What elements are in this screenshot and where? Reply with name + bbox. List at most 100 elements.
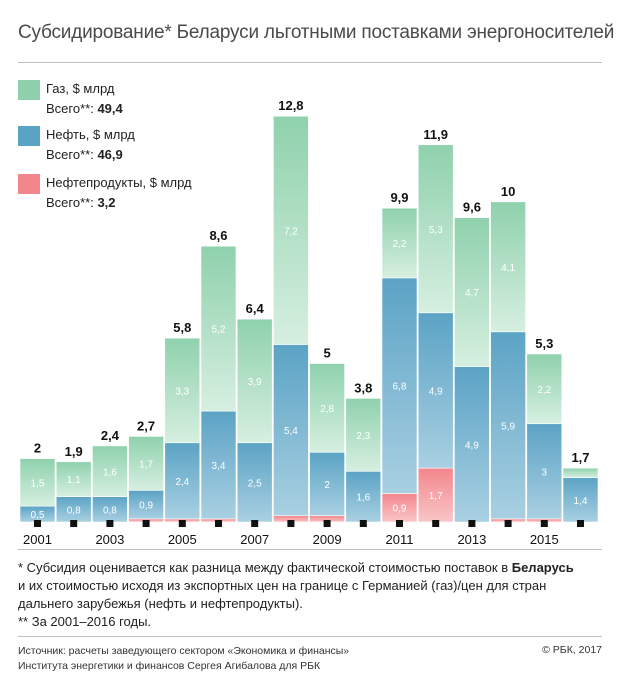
legend-swatch-products (18, 174, 40, 194)
year-tick-mark (432, 520, 440, 527)
bar-total-label: 2,7 (137, 418, 155, 433)
year-tick-mark (251, 520, 259, 527)
bar-segment (164, 442, 201, 520)
legend-total-gas: Всего**: 49,4 (46, 101, 123, 116)
bar-segment (309, 451, 345, 516)
x-axis-tick-label: 2011 (386, 532, 414, 547)
chart-title: Субсидирование* Беларуси льготными поста… (18, 22, 615, 43)
bar-total-label: 2,4 (101, 428, 120, 443)
bar-segment-label: 1,6 (356, 493, 370, 504)
bar-segment (200, 410, 237, 520)
year-tick-mark (468, 520, 476, 527)
bar-segment (273, 344, 309, 516)
year-tick-mark (359, 520, 367, 527)
bar-segment-label: 2,8 (320, 404, 334, 415)
bar-total-label: 11,9 (423, 127, 448, 142)
bar-segment-label: 1,7 (429, 491, 443, 502)
bar-segment-label: 4,9 (429, 386, 443, 397)
x-axis-tick-label: 2001 (23, 532, 52, 547)
footnote-line-1: * Субсидия оценивается как разница между… (18, 560, 574, 575)
bar-segment-label: 3,9 (248, 377, 262, 388)
bar-total-label: 12,8 (278, 98, 303, 113)
bar-segment-label: 1,4 (574, 496, 588, 507)
bar-segment (92, 496, 128, 523)
year-tick-mark (34, 520, 41, 527)
year-tick-mark (504, 520, 512, 527)
bar-segment (381, 207, 418, 279)
bar-segment (128, 489, 164, 520)
x-axis-tick-label: 2003 (95, 532, 124, 547)
bar-segment-label: 2,4 (175, 477, 189, 488)
x-axis-tick-label: 2007 (240, 532, 269, 547)
year-tick-mark (70, 520, 78, 527)
bar-segment (490, 331, 526, 520)
bar-segment-label: 5,9 (501, 421, 515, 432)
bar-total-label: 9,9 (390, 190, 408, 205)
bar-segment-label: 4,7 (465, 288, 479, 299)
bar-total-label: 5,8 (173, 320, 191, 335)
bar-segment (417, 144, 454, 314)
bar-segment (236, 442, 273, 523)
x-axis-tick-label: 2009 (313, 532, 342, 547)
bar-segment (526, 353, 563, 425)
bar-segment (454, 217, 490, 367)
legend-total-products: Всего**: 3,2 (46, 195, 116, 210)
bar-segment-label: 5,2 (212, 325, 226, 336)
year-tick-mark (142, 520, 150, 527)
year-tick-mark (323, 520, 331, 527)
footnote-line-4: ** За 2001–2016 годы. (18, 614, 152, 629)
bar-segment (19, 458, 56, 507)
bar-segment-label: 3,3 (175, 386, 189, 397)
x-axis-tick-label: 2013 (457, 532, 486, 547)
bar-total-label: 1,7 (571, 450, 589, 465)
source-note: Источник: расчеты заведующего сектором «… (18, 644, 349, 674)
bar-segment-label: 2,5 (248, 478, 262, 489)
bar-segment-label: 0,9 (139, 501, 153, 512)
bar-segment (200, 245, 237, 412)
bar-segment-label: 0,5 (31, 510, 45, 521)
bar-segment (381, 493, 418, 523)
bar-segment-label: 2,2 (537, 385, 551, 396)
bar-total-label: 1,9 (65, 444, 83, 459)
bar-segment (417, 467, 454, 523)
bar-segment-label: 1,1 (67, 475, 81, 486)
legend-label-products: Нефтепродукты, $ млрд (46, 175, 192, 190)
bar-segment-label: 1,7 (139, 459, 153, 470)
chart-bottom-divider (18, 549, 602, 550)
year-tick-mark (577, 520, 584, 527)
bar-segment (164, 337, 201, 444)
legend-swatch-oil (18, 126, 40, 146)
bar-segment (309, 363, 345, 453)
bar-segment-label: 3 (542, 467, 548, 478)
bar-segment (562, 467, 599, 478)
year-tick-mark (287, 520, 295, 527)
bar-segment-label: 3,4 (212, 461, 226, 472)
title-divider (18, 62, 602, 63)
bar-segment-label: 0,8 (67, 505, 81, 516)
source-line-2: Института энергетики и финансов Сергея А… (18, 660, 321, 672)
legend-total-oil: Всего**: 46,9 (46, 147, 123, 162)
year-tick-mark (215, 520, 222, 527)
bar-total-label: 10 (501, 184, 515, 199)
footnote-line-2: и их стоимостью исходя из экспортных цен… (18, 578, 547, 593)
bar-total-label: 9,6 (463, 200, 481, 215)
source-line-1: Источник: расчеты заведующего сектором «… (18, 645, 350, 657)
bar-segment-label: 1,6 (103, 467, 117, 478)
bar-segment (490, 201, 526, 333)
bar-segment (236, 318, 273, 444)
x-axis-tick-label: 2015 (530, 532, 559, 547)
legend-label-gas: Газ, $ млрд (46, 81, 115, 96)
bar-segment-label: 5,3 (429, 225, 443, 236)
bar-segment (92, 445, 128, 497)
legend-swatch-gas (18, 80, 40, 100)
bar-segment-label: 5,4 (284, 426, 298, 437)
x-axis-tick-label: 2005 (168, 532, 197, 547)
year-tick-mark (396, 520, 403, 527)
bar-segment (128, 436, 164, 491)
footer-divider (18, 636, 602, 637)
bar-segment (273, 115, 309, 345)
bar-segment-label: 0,9 (393, 504, 407, 515)
year-tick-mark (178, 520, 186, 527)
bar-segment-label: 2,2 (393, 239, 407, 250)
